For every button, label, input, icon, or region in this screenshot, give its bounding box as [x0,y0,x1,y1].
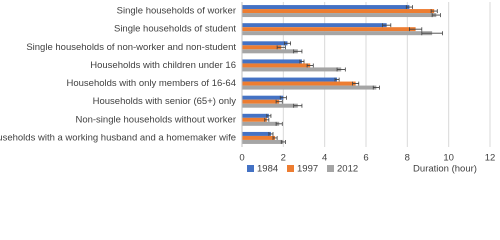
error-bar [268,131,274,136]
y-tick-label: Single households of worker [117,6,236,17]
legend-label: 1984 [257,164,278,175]
error-bar [279,95,287,100]
error-bar [275,121,283,126]
bar [242,95,284,100]
x-tick-label: 8 [405,153,410,164]
y-tick-label: Non-single households without worker [75,114,236,125]
error-bar [382,23,392,28]
error-bar [336,67,346,72]
legend-label: 1997 [297,164,318,175]
y-tick-label: Households with only members of 16-64 [66,78,236,89]
error-bar [276,45,286,50]
bar [242,59,302,64]
bar [242,77,338,82]
x-axis-label: Duration (hour) [413,164,477,175]
error-bar [293,49,303,54]
x-tick-label: 12 [485,153,496,164]
error-bar [306,63,314,68]
error-bar [283,41,291,46]
bar [242,131,271,136]
bar [242,41,288,46]
bar [242,135,276,140]
bar [242,81,356,86]
error-bar [299,59,305,64]
y-tick-label: Single households of student [114,24,236,35]
bar [242,113,269,118]
bar [242,13,437,18]
y-tick-label: Households with a working husband and a … [0,132,236,143]
error-bar [334,77,340,82]
bar [242,9,435,14]
error-bar [293,103,303,108]
error-bar [372,85,380,90]
bar [242,45,282,50]
x-tick-label: 0 [239,153,244,164]
x-tick-label: 6 [363,153,368,164]
bar [242,63,311,68]
bar [242,121,280,126]
error-bar [431,13,441,18]
bar [242,27,416,32]
error-bar [264,117,270,122]
bar [242,31,433,36]
bar [242,67,342,72]
legend-swatch [247,165,254,172]
bar [242,139,284,144]
bar [242,85,377,90]
chart: Duration (hour) 0 2 4 6 8 10 12 Single househol… [0,2,496,175]
bar [242,23,387,28]
error-bar [352,81,360,86]
error-bar [272,135,278,140]
legend-label: 2012 [337,164,358,175]
error-bar [266,113,272,118]
bar [242,103,298,108]
error-bar [405,5,413,10]
x-tick-label: 10 [443,153,454,164]
bar [242,5,410,10]
y-tick-label: Households with senior (65+) only [93,96,237,107]
y-tick-label: Households with children under 16 [90,60,236,71]
error-bar [409,27,423,32]
bar [242,117,267,122]
bar [242,99,280,104]
legend-swatch [327,165,334,172]
error-bar [275,99,283,104]
error-bar [280,139,286,144]
legend-swatch [287,165,294,172]
y-tick-label: Single households of non-worker and non-… [26,42,236,53]
x-tick-label: 2 [281,153,286,164]
x-tick-label: 4 [322,153,327,164]
error-bar [430,9,438,14]
bar [242,49,298,54]
error-bar [421,31,443,36]
